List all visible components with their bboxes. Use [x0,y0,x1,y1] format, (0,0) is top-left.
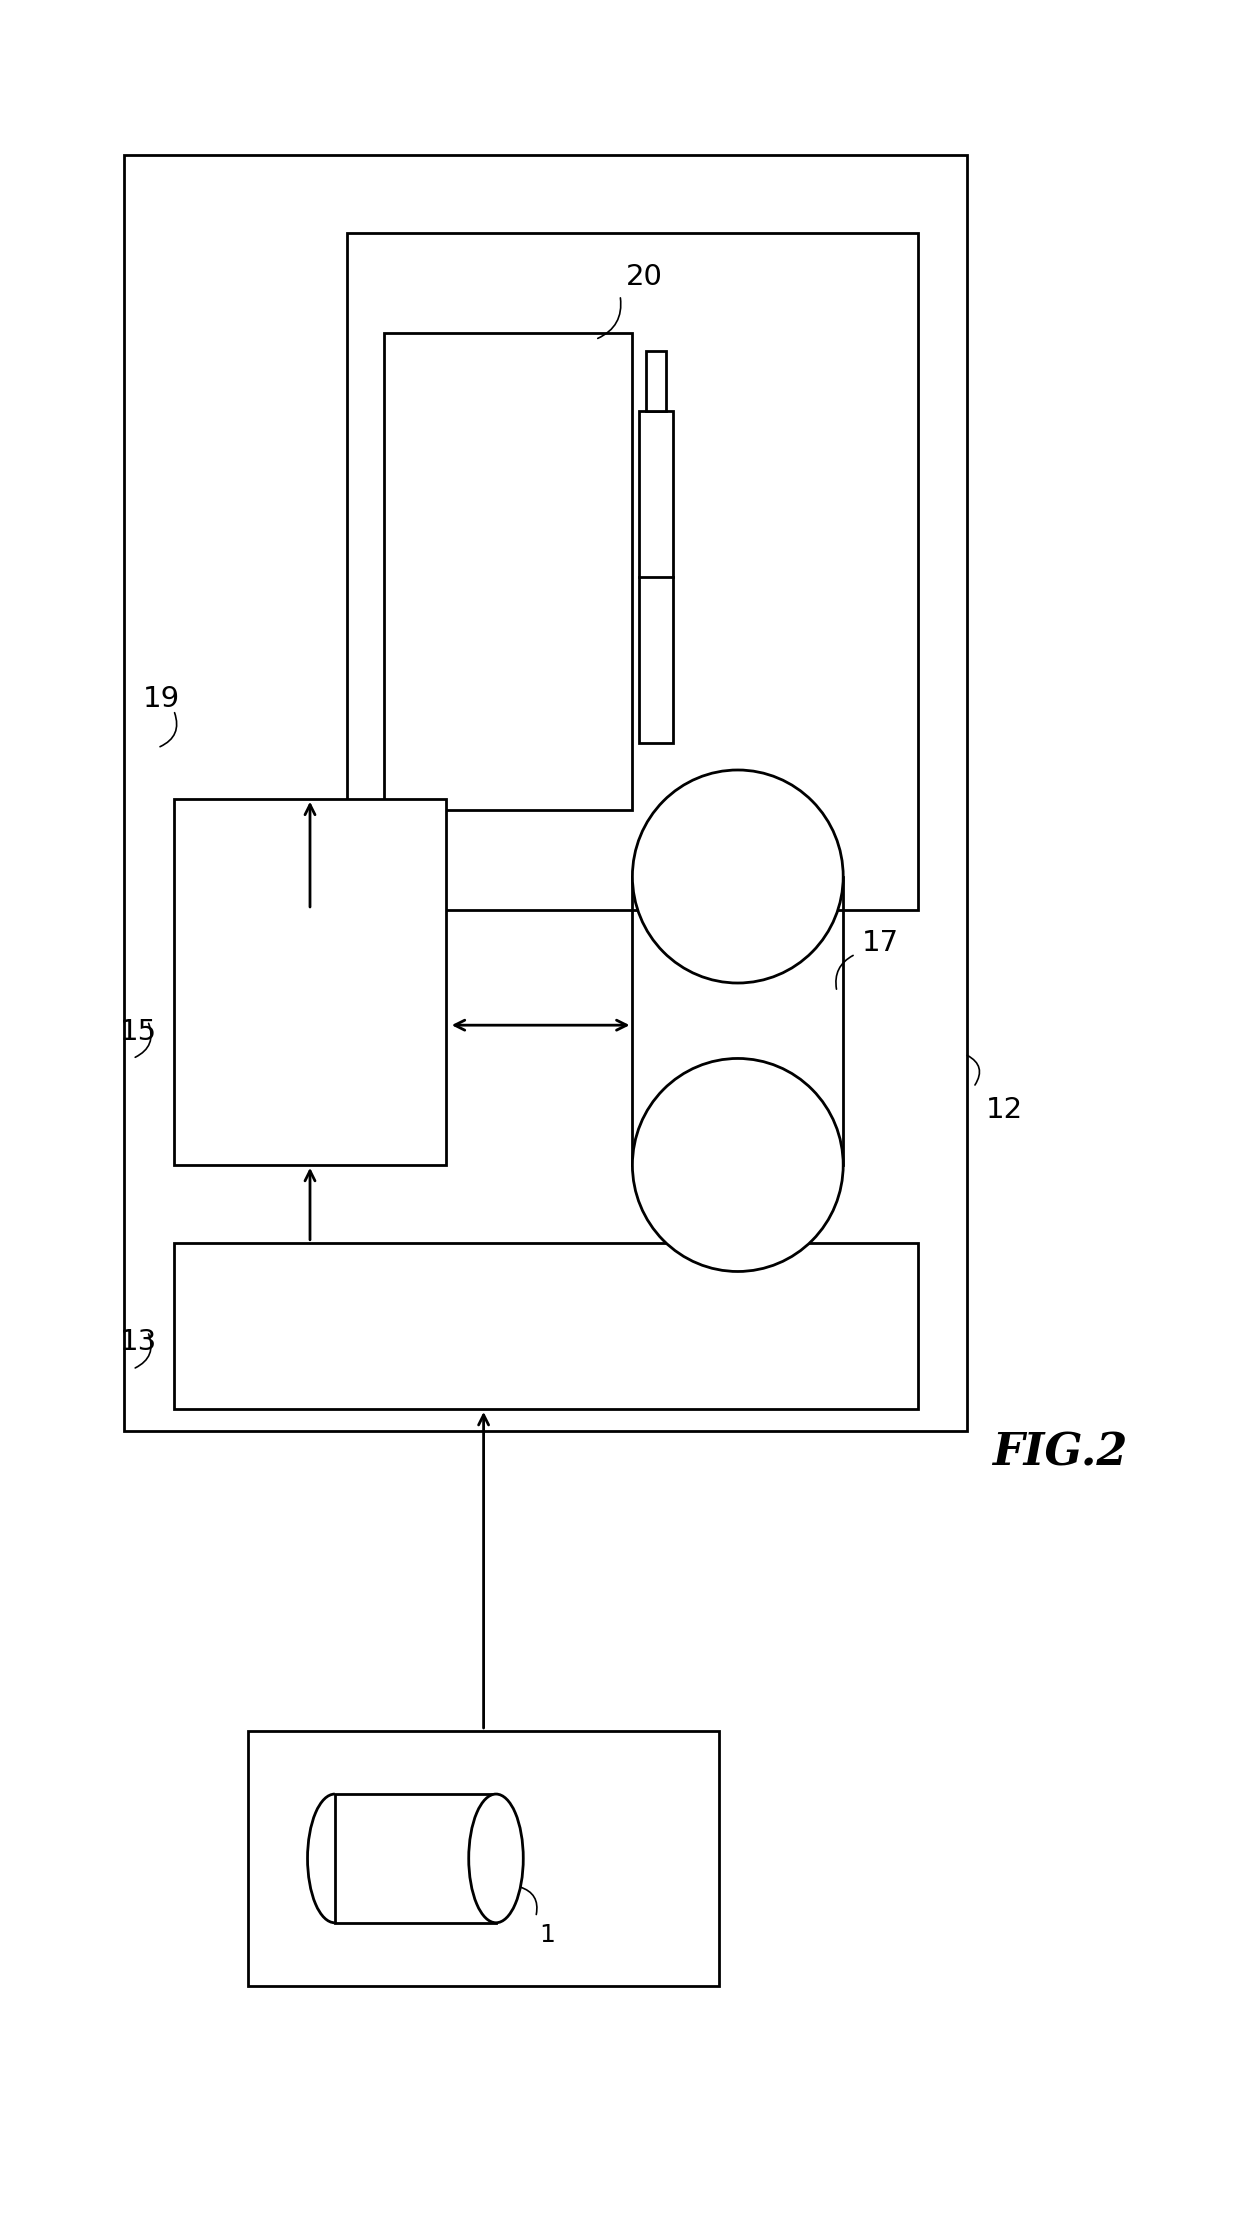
Bar [174,1243,918,1409]
Bar [646,351,666,411]
Text: FIG.2: FIG.2 [992,1431,1127,1476]
Bar [124,155,967,1431]
Text: 20: 20 [626,264,663,291]
Text: 12: 12 [986,1096,1023,1123]
Text: 13: 13 [120,1329,157,1356]
Text: 17: 17 [862,930,899,956]
Text: 19: 19 [143,686,180,712]
Text: 1: 1 [539,1924,556,1946]
Bar [639,411,673,743]
Bar [174,799,446,1165]
Bar [335,1793,496,1922]
Ellipse shape [632,770,843,983]
Bar [384,333,632,810]
Bar [347,233,918,910]
Ellipse shape [632,1058,843,1271]
Text: 15: 15 [120,1019,157,1045]
Ellipse shape [469,1793,523,1922]
Bar [248,1731,719,1986]
